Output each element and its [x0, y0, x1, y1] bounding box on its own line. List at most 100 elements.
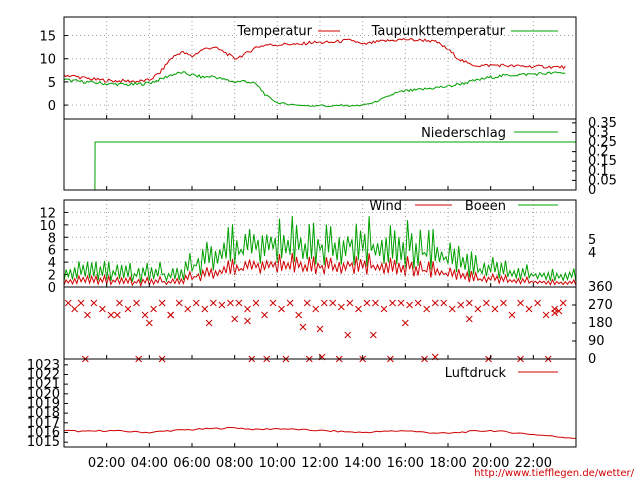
direction-point [205, 319, 213, 327]
direction-point [369, 331, 377, 339]
precip-ytick-label: 0.1 [588, 164, 609, 179]
wind-ytick-label: 12 [39, 206, 56, 221]
direction-point [508, 311, 516, 319]
direction-point [465, 315, 473, 323]
direction-point [483, 299, 490, 307]
temperature-ytick-label: 15 [39, 30, 56, 45]
direction-ytick-label: 90 [588, 334, 605, 349]
direction-point [414, 299, 422, 307]
direction-point [355, 305, 362, 313]
x-tick-label: 08:00 [216, 456, 253, 471]
legend-pressure-label: Luftdruck [445, 366, 507, 381]
direction-ytick-label: 180 [588, 316, 613, 331]
direction-point [141, 311, 149, 319]
direction-point [192, 299, 200, 307]
legend-dewpoint-label: Taupunkttemperatur [371, 24, 506, 39]
direction-point [299, 323, 307, 331]
x-tick-label: 18:00 [429, 456, 466, 471]
direction-ytick-label: 360 [588, 280, 613, 295]
wind-ytick-label: 10 [39, 219, 56, 234]
direction-point [440, 299, 448, 307]
temperature-series-line [63, 37, 566, 84]
legend-temperature-label: Temperatur [236, 24, 312, 39]
direction-point [90, 299, 98, 307]
legend-wind-label: Wind [369, 199, 402, 214]
direction-point [175, 299, 183, 307]
pressure-ytick-label: 1023 [27, 358, 60, 373]
direction-point [491, 305, 499, 313]
direction-point [303, 299, 311, 307]
x-tick-label: 10:00 [259, 456, 296, 471]
wind-ytick-label: 2 [48, 269, 56, 284]
direction-point [448, 305, 456, 313]
x-tick-label: 16:00 [387, 456, 424, 471]
x-tick-label: 14:00 [344, 456, 381, 471]
wind-ytick-label: 0 [48, 281, 56, 296]
direction-point [389, 299, 396, 307]
direction-point [344, 331, 352, 339]
direction-point [542, 311, 550, 319]
direction-point [397, 299, 405, 307]
panel-frame-wind-direction [63, 286, 577, 360]
direction-point [320, 299, 328, 307]
direction-point [372, 299, 379, 307]
x-tick-label: 04:00 [131, 456, 168, 471]
direction-point [363, 299, 371, 307]
x-tick-label: 06:00 [173, 456, 210, 471]
wind-ytick-label: 6 [48, 244, 56, 259]
precip-series-line [64, 141, 576, 191]
direction-point [474, 305, 482, 313]
dewpoint-series-line [63, 71, 566, 108]
temperature-ytick-label: 5 [48, 76, 56, 91]
direction-point [116, 299, 123, 307]
direction-point [401, 319, 409, 327]
direction-point [71, 305, 79, 313]
direction-point [431, 299, 439, 307]
pressure-ytick-label: 1017 [27, 416, 60, 431]
direction-point [124, 305, 132, 313]
direction-point [150, 305, 157, 313]
pressure-ytick-label: 1015 [27, 435, 60, 450]
precip-ytick-label: 0.2 [588, 145, 609, 160]
direction-point [555, 307, 563, 315]
direction-point [244, 317, 251, 325]
direction-point [158, 299, 166, 307]
direction-point [201, 305, 209, 313]
direction-point [380, 305, 388, 313]
direction-point [167, 311, 175, 319]
wind-ytick-label: 8 [48, 231, 56, 246]
direction-point [278, 305, 285, 313]
direction-point [244, 305, 251, 313]
direction-point [231, 315, 239, 323]
direction-point [316, 325, 324, 333]
direction-point [346, 299, 354, 307]
source-url: http://www.tiefflegen.de/wetter/ [474, 468, 634, 479]
direction-point [312, 305, 320, 313]
wind-right-tick-label: 5 [588, 233, 596, 248]
x-tick-label: 02:00 [88, 456, 125, 471]
pressure-ytick-label: 1019 [27, 396, 60, 411]
legend-precip-label: Niederschlag [421, 126, 506, 141]
direction-point [525, 305, 533, 313]
direction-point [209, 299, 217, 307]
direction-point [457, 301, 465, 309]
precip-ytick-label: 0.35 [588, 116, 617, 131]
pressure-ytick-label: 1016 [27, 425, 60, 440]
direction-point [107, 311, 115, 319]
direction-point [286, 299, 294, 307]
panel-frame-precipitation [63, 118, 577, 191]
direction-point [77, 299, 85, 307]
direction-point [500, 299, 507, 307]
precip-ytick-label: 0.05 [588, 173, 617, 188]
direction-point [227, 299, 234, 307]
x-tick-label: 20:00 [472, 456, 509, 471]
direction-point [64, 299, 72, 307]
direction-point [184, 305, 192, 313]
wind-right-tick-label: 4 [588, 246, 596, 261]
wind-ytick-label: 4 [48, 256, 56, 271]
direction-point [133, 299, 140, 307]
direction-point [517, 299, 524, 307]
direction-point [465, 299, 473, 307]
direction-point [252, 299, 260, 307]
